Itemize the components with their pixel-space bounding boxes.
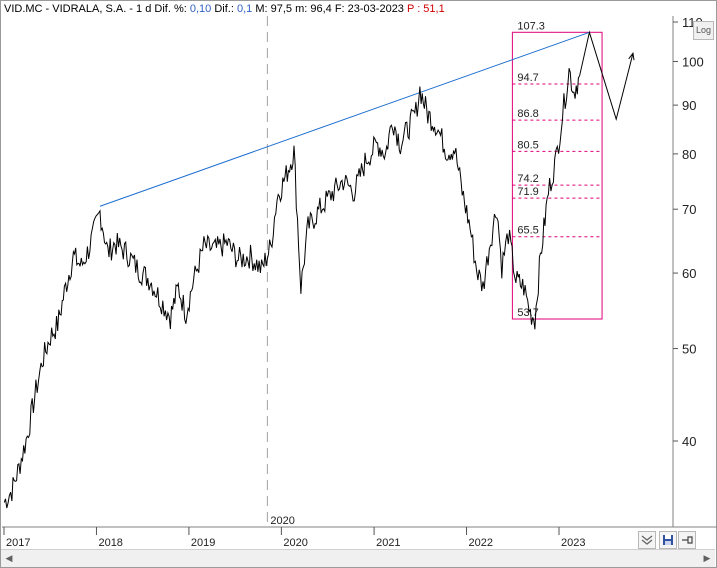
- fibonacci-level-label: 71.9: [517, 186, 538, 198]
- min-label: m: 96,4: [295, 3, 332, 15]
- y-tick-label: 100: [682, 54, 704, 69]
- trendline: [99, 31, 590, 207]
- x-tick-label: 2018: [98, 537, 122, 549]
- x-tick-label: 2021: [376, 537, 400, 549]
- dif-pct-value: 0,10: [189, 3, 212, 15]
- log-scale-toggle[interactable]: Log: [693, 21, 714, 40]
- dif-value: 0,1: [236, 3, 253, 15]
- projection-arrowhead: [628, 52, 635, 61]
- y-tick-label: 60: [682, 266, 696, 281]
- horizontal-scrollbar[interactable]: ◀ ▶: [1, 549, 715, 567]
- p-label: P : 51,1: [407, 3, 445, 15]
- fibonacci-level-label: 94.7: [517, 72, 538, 84]
- fibonacci-level-label: 74.2: [517, 173, 538, 185]
- quote-header: VID.MC - VIDRALA, S.A. - 1 d Dif. %: 0,1…: [4, 3, 445, 15]
- dif-label: Dif.:: [214, 3, 234, 15]
- x-tick-label: 2022: [469, 537, 493, 549]
- period-label: 1 d: [136, 3, 152, 15]
- x-tick-label: 2023: [561, 537, 585, 549]
- year-marker-label: 2020: [270, 515, 294, 527]
- double-chevron-down-icon[interactable]: [638, 531, 656, 549]
- y-tick-label: 50: [682, 342, 696, 357]
- arrow-right-icon[interactable]: ▶: [703, 553, 711, 563]
- x-tick-label: 2020: [283, 537, 307, 549]
- fibonacci-level-label: 53.7: [517, 307, 538, 319]
- max-label: M: 97,5: [255, 3, 293, 15]
- save-icon[interactable]: [659, 531, 677, 549]
- x-tick-label: 2017: [6, 537, 30, 549]
- fibonacci-level-label: 86.8: [517, 108, 538, 120]
- dif-pct-label: Dif. %:: [154, 3, 187, 15]
- y-tick-label: 80: [682, 147, 696, 162]
- y-tick-label: 70: [682, 202, 696, 217]
- date-label: F: 23-03-2023: [334, 3, 404, 15]
- fibonacci-level-label: 107.3: [517, 20, 545, 32]
- y-tick-label: 90: [682, 98, 696, 113]
- y-tick-label: 40: [682, 434, 696, 449]
- symbol-label: VID.MC - VIDRALA, S.A. -: [4, 3, 133, 15]
- arrow-left-icon[interactable]: ◀: [5, 553, 13, 563]
- x-tick-label: 2019: [191, 537, 215, 549]
- price-line: [3, 68, 580, 509]
- projection-line: [579, 30, 634, 122]
- fibonacci-level-label: 65.5: [517, 225, 538, 237]
- fibonacci-box: [511, 31, 603, 320]
- pin-icon[interactable]: [678, 531, 696, 549]
- fibonacci-level-label: 80.5: [517, 139, 538, 151]
